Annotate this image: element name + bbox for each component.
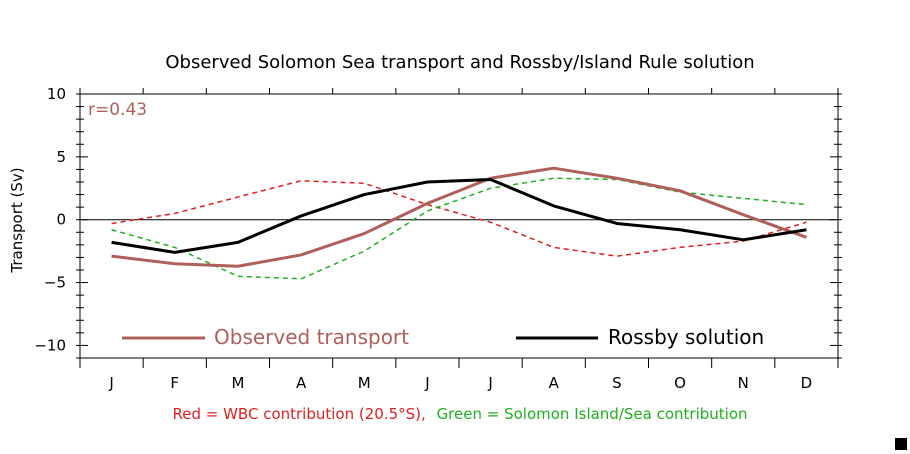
x-tick-label: D <box>801 374 813 392</box>
x-tick-label: J <box>108 374 113 392</box>
series-line-2 <box>111 179 807 257</box>
x-tick-label: M <box>358 374 371 392</box>
caption-red-part: Red = WBC contribution (20.5°S), <box>173 405 426 423</box>
x-tick-label: A <box>549 374 560 392</box>
x-tick-label: A <box>296 374 307 392</box>
x-tick-label: M <box>231 374 244 392</box>
y-axis-label: Transport (Sv) <box>8 167 26 273</box>
chart-title: Observed Solomon Sea transport and Rossb… <box>165 52 754 73</box>
y-tick-label: −5 <box>44 274 66 292</box>
y-tick-label: 10 <box>47 85 66 103</box>
legend-label: Observed transport <box>214 325 409 349</box>
caption-green-part: Green = Solomon Island/Sea contribution <box>437 405 748 423</box>
series-line-3 <box>111 177 807 280</box>
y-tick-label: −10 <box>34 336 66 354</box>
x-tick-label: N <box>738 374 749 392</box>
series-line-1 <box>111 177 807 254</box>
x-tick-label: J <box>487 374 492 392</box>
x-tick-label: J <box>424 374 429 392</box>
corner-square <box>895 438 907 450</box>
y-tick-label: 5 <box>56 148 66 166</box>
correlation-annotation: r=0.43 <box>88 100 147 120</box>
legend-label: Rossby solution <box>608 325 764 349</box>
x-tick-label: S <box>612 374 622 392</box>
caption: Red = WBC contribution (20.5°S), Green =… <box>173 405 748 423</box>
x-tick-label: F <box>170 374 179 392</box>
plot-frame <box>79 93 839 359</box>
x-tick-label: O <box>674 374 686 392</box>
series-line-0 <box>111 166 807 268</box>
y-tick-label: 0 <box>56 211 66 229</box>
